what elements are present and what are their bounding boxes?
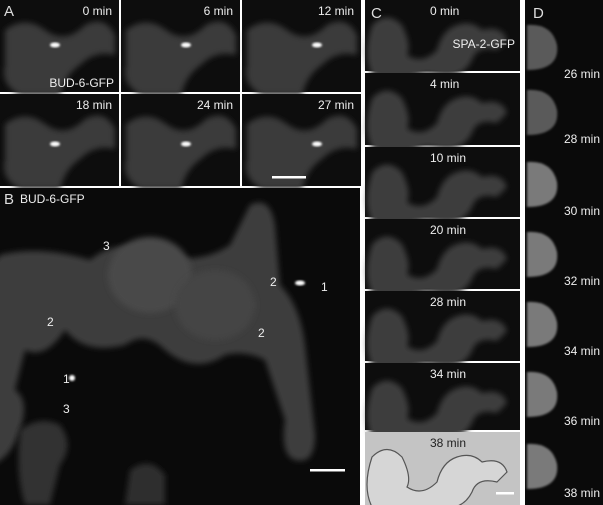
cell: [527, 371, 558, 417]
time-label: 12 min: [318, 4, 354, 18]
time-label: 20 min: [430, 223, 466, 237]
time-label: 38 min: [564, 486, 600, 500]
annotation: 2: [270, 275, 277, 289]
cell: [246, 21, 357, 96]
panel-label: A: [4, 3, 14, 20]
signal: [181, 42, 191, 48]
cell: [18, 421, 68, 505]
time-label: 10 min: [430, 151, 466, 165]
cell-body: [108, 237, 192, 313]
signal: [50, 42, 60, 48]
time-label: 6 min: [204, 4, 233, 18]
cell: [367, 90, 507, 160]
annotation: 2: [258, 326, 265, 340]
cell: [246, 115, 357, 189]
marker-label: BUD-6-GFP: [49, 76, 114, 90]
panel-label: D: [533, 5, 544, 22]
time-label: 34 min: [430, 367, 466, 381]
marker-label: BUD-6-GFP: [20, 192, 85, 206]
scale-bar: [310, 469, 345, 472]
annotation: 3: [103, 239, 110, 253]
scale-bar: [496, 492, 514, 495]
cell: [527, 301, 558, 347]
cell: [367, 17, 507, 87]
cell: [4, 21, 115, 96]
cell-outline: [366, 448, 508, 505]
cell: [527, 443, 558, 489]
cell: [0, 202, 315, 461]
cell: [527, 89, 558, 135]
time-label: 38 min: [430, 436, 466, 450]
time-label: 32 min: [564, 274, 600, 288]
signal: [181, 141, 191, 147]
time-label: 36 min: [564, 414, 600, 428]
signal: [295, 280, 305, 286]
time-label: 0 min: [83, 4, 112, 18]
cell: [4, 115, 115, 189]
panel-label: B: [4, 191, 14, 208]
time-label: 34 min: [564, 344, 600, 358]
signal: [312, 42, 322, 48]
cell: [527, 24, 558, 70]
cell: [527, 161, 558, 207]
annotation: 2: [47, 315, 54, 329]
time-label: 28 min: [430, 295, 466, 309]
signal: [312, 141, 322, 147]
scale-bar: [272, 176, 306, 179]
panel-label: C: [371, 5, 382, 22]
time-label: 24 min: [197, 98, 233, 112]
marker-label: SPA-2-GFP: [453, 37, 515, 51]
time-label: 28 min: [564, 132, 600, 146]
cell: [125, 21, 236, 96]
annotation: 3: [63, 402, 70, 416]
time-label: 18 min: [76, 98, 112, 112]
cell: [125, 463, 165, 505]
time-label: 0 min: [430, 4, 459, 18]
time-label: 30 min: [564, 204, 600, 218]
time-label: 26 min: [564, 67, 600, 81]
signal: [50, 141, 60, 147]
cell: [367, 164, 507, 234]
annotation: 1: [63, 372, 70, 386]
annotation: 1: [321, 280, 328, 294]
cell: [367, 236, 507, 306]
signal: [69, 375, 75, 381]
time-label: 4 min: [430, 77, 459, 91]
cell: [125, 115, 236, 189]
time-label: 27 min: [318, 98, 354, 112]
cell: [367, 308, 507, 378]
cell: [527, 231, 558, 277]
cell-body: [175, 270, 255, 340]
